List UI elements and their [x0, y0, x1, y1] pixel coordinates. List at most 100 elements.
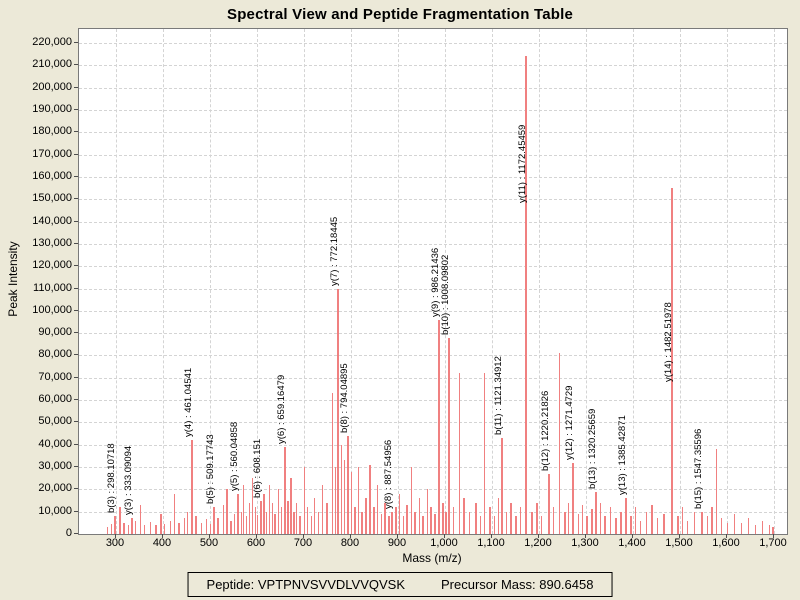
peak-bar — [711, 507, 713, 534]
h-gridline — [79, 288, 787, 290]
peak-bar — [536, 502, 538, 534]
x-tick-mark — [538, 534, 539, 538]
h-gridline — [79, 310, 787, 312]
y-tick-mark — [74, 42, 78, 43]
y-tick-label: 80,000 — [38, 348, 72, 361]
y-tick-label: 140,000 — [32, 214, 72, 227]
peak-bar — [313, 498, 316, 534]
x-tick-mark — [209, 534, 210, 538]
x-tick-mark — [256, 534, 257, 538]
x-tick-mark — [115, 534, 116, 538]
peak-bar — [226, 489, 228, 534]
peak-bar — [365, 498, 367, 534]
peak-bar — [645, 511, 648, 534]
peak-bar — [410, 467, 413, 534]
peak-bar — [357, 467, 360, 534]
peak-bar — [715, 449, 718, 534]
peak-bar — [458, 373, 461, 534]
peak-bar — [493, 516, 496, 534]
y-tick-mark — [74, 354, 78, 356]
peak-bar — [321, 484, 324, 534]
y-tick-label: 120,000 — [32, 259, 72, 272]
h-gridline — [79, 65, 787, 67]
peak-bar — [233, 513, 236, 534]
v-gridline — [163, 29, 164, 534]
y-tick-mark — [74, 220, 78, 222]
peak-bar — [169, 520, 172, 534]
peak-bar — [620, 511, 622, 534]
y-tick-label: 50,000 — [38, 415, 72, 428]
plot-area[interactable]: b(3) : 298.10718 y(3) : 333.09094 y(4) : 4… — [78, 28, 788, 535]
peak-bar — [604, 516, 606, 534]
peak-bar — [186, 511, 189, 534]
peak-bar — [639, 520, 642, 534]
peak-bar — [567, 502, 570, 534]
y-tick-mark — [74, 287, 78, 289]
h-gridline — [79, 400, 787, 402]
x-tick-label: 800 — [340, 537, 360, 549]
h-gridline — [79, 243, 787, 245]
x-axis-label: Mass (m/z) — [402, 551, 462, 565]
y-tick-label: 110,000 — [33, 281, 72, 294]
y-tick-mark — [74, 466, 78, 468]
peak-label-b8: b(8) : 794.04895 — [339, 363, 351, 433]
peak-bar — [531, 511, 533, 534]
peak-bar — [200, 522, 203, 534]
h-gridline — [79, 87, 787, 89]
peak-bar — [475, 502, 477, 534]
peak-label-y7: y(7) : 772.18445 — [328, 216, 340, 286]
peptide-text: Peptide: VPTPNVSVVDLVVQVSK — [206, 577, 405, 592]
peak-bar — [384, 502, 386, 534]
precursor-mass-text: Precursor Mass: 890.6458 — [441, 577, 594, 592]
peak-label-b6: b(6) : 608.151 — [251, 438, 263, 498]
peak-bar — [422, 516, 424, 534]
peak-bar — [754, 525, 757, 534]
y-tick-mark — [74, 421, 78, 423]
y-tick-label: 60,000 — [38, 393, 72, 406]
peak-bar — [256, 515, 259, 534]
peak-bar — [468, 511, 471, 534]
peak-bar-y12 — [571, 462, 574, 534]
peak-bar — [772, 527, 774, 534]
peak-bar — [350, 471, 353, 534]
v-gridline — [351, 29, 352, 534]
peak-bar — [183, 518, 186, 534]
v-gridline — [445, 29, 446, 534]
peak-bar — [271, 502, 274, 534]
y-tick-mark — [74, 488, 78, 490]
x-tick-label: 400 — [152, 537, 172, 549]
peak-bar-b12 — [547, 473, 550, 534]
y-tick-mark — [74, 131, 78, 133]
y-tick-label: 180,000 — [32, 125, 72, 138]
peak-bar — [380, 513, 383, 534]
peak-bar — [489, 507, 491, 534]
h-gridline — [79, 266, 787, 268]
peak-bar — [726, 522, 728, 534]
peak-bar — [564, 511, 566, 534]
y-tick-mark — [74, 510, 78, 512]
peak-bar — [515, 516, 517, 534]
peak-label-y4: y(4) : 461.04541 — [182, 368, 194, 438]
x-tick-label: 300 — [105, 537, 125, 549]
peak-bar — [599, 502, 602, 534]
h-gridline — [79, 132, 787, 134]
x-tick-label: 700 — [293, 537, 313, 549]
peak-label-b11: b(11) : 1121.34912 — [493, 356, 505, 436]
peak-bar — [733, 513, 736, 534]
peak-bar-y8 — [391, 511, 394, 534]
peak-bar — [334, 467, 337, 534]
x-tick-label: 1,400 — [618, 537, 646, 549]
peak-bar — [163, 523, 166, 534]
peak-bar — [254, 507, 257, 534]
x-tick-label: 1,200 — [524, 537, 552, 549]
peak-bar-b13 — [594, 491, 597, 534]
peak-bar — [106, 527, 109, 534]
h-gridline — [79, 444, 787, 446]
h-gridline — [79, 489, 787, 491]
y-tick-label: 20,000 — [38, 482, 72, 495]
peak-bar — [290, 478, 292, 534]
x-tick-label: 900 — [387, 537, 407, 549]
peak-bar — [361, 511, 363, 534]
x-tick-mark — [679, 534, 680, 538]
